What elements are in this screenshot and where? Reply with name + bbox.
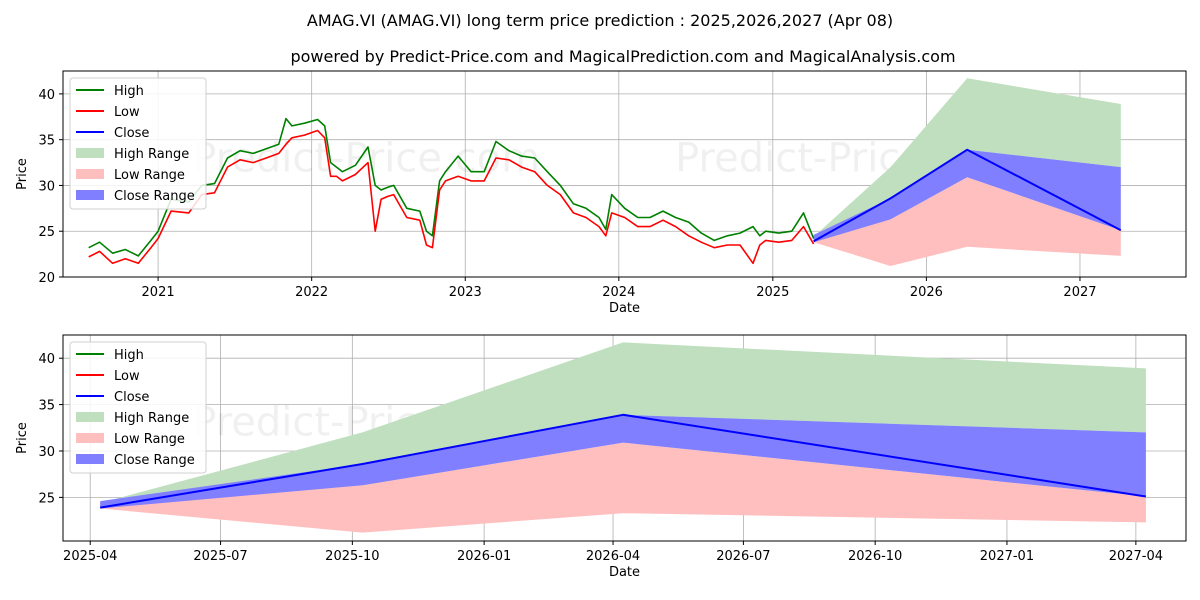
plot-area <box>100 342 1147 533</box>
x-tick-label: 2026-07 <box>716 549 770 564</box>
legend-label: High <box>114 348 144 363</box>
chart-subtitle: powered by Predict-Price.com and Magical… <box>290 47 955 66</box>
watermark-text: Predict-Price.com <box>192 136 540 182</box>
low-range-band <box>813 177 1121 266</box>
x-tick-label: 2026-10 <box>848 549 902 564</box>
y-axis-label: Price <box>15 158 30 190</box>
legend-label: High Range <box>114 411 189 426</box>
y-tick-label: 25 <box>38 225 55 240</box>
x-tick-label: 2026 <box>910 285 943 300</box>
x-tick-label: 2021 <box>142 285 175 300</box>
close-range-band <box>100 414 1146 509</box>
legend-patch-swatch <box>76 148 104 158</box>
close-series-line <box>813 148 1122 243</box>
x-tick-label: 2023 <box>449 285 482 300</box>
legend-patch-swatch <box>76 190 104 200</box>
low-series-line <box>88 129 815 265</box>
legend-label: Close <box>114 126 149 141</box>
bottom-panel: Predict-Price.comPredict-Price.com2025-0… <box>15 334 1187 580</box>
plot-area <box>88 78 1122 266</box>
x-tick-label: 2022 <box>295 285 328 300</box>
x-tick-label: 2025-10 <box>325 549 379 564</box>
legend-patch-swatch <box>76 454 104 464</box>
x-tick-label: 2026-04 <box>586 549 640 564</box>
x-tick-label: 2027 <box>1063 285 1096 300</box>
legend-label: Low Range <box>114 432 185 447</box>
legend-label: Low <box>114 105 140 120</box>
low-range-band <box>100 442 1146 533</box>
y-tick-label: 30 <box>38 179 55 194</box>
legend-label: Close <box>114 390 149 405</box>
legend-patch-swatch <box>76 412 104 422</box>
close-range-band <box>813 149 1121 243</box>
y-tick-label: 35 <box>38 134 55 149</box>
legend: High Low Close High Range Low Range Close Ran… <box>69 341 207 474</box>
legend-label: High <box>114 84 144 99</box>
y-tick-label: 30 <box>38 445 55 460</box>
legend-label: Low Range <box>114 168 185 183</box>
x-axis-label: Date <box>609 301 640 316</box>
legend-label: Close Range <box>114 189 195 204</box>
x-tick-label: 2025-04 <box>63 549 117 564</box>
legend: High Low Close High Range Low Range Close Ran… <box>69 77 207 210</box>
chart-title: AMAG.VI (AMAG.VI) long term price predic… <box>307 11 893 30</box>
x-tick-label: 2027-04 <box>1109 549 1163 564</box>
high-series-line <box>88 117 815 257</box>
y-tick-label: 35 <box>38 399 55 414</box>
y-tick-label: 40 <box>38 352 55 367</box>
close-series-line <box>100 413 1147 509</box>
legend-patch-swatch <box>76 169 104 179</box>
y-tick-label: 40 <box>38 88 55 103</box>
y-axis-label: Price <box>15 422 30 454</box>
axes-frame <box>62 70 1187 278</box>
x-tick-label: 2025-07 <box>193 549 247 564</box>
y-tick-label: 20 <box>38 271 55 286</box>
x-tick-label: 2025 <box>756 285 789 300</box>
x-axis-label: Date <box>609 565 640 580</box>
legend-label: Low <box>114 369 140 384</box>
x-tick-label: 2026-01 <box>457 549 511 564</box>
axes-frame <box>62 334 1187 542</box>
y-tick-label: 25 <box>38 491 55 506</box>
legend-label: Close Range <box>114 453 195 468</box>
legend-patch-swatch <box>76 433 104 443</box>
legend-label: High Range <box>114 147 189 162</box>
x-tick-label: 2024 <box>602 285 635 300</box>
x-tick-label: 2027-01 <box>980 549 1034 564</box>
